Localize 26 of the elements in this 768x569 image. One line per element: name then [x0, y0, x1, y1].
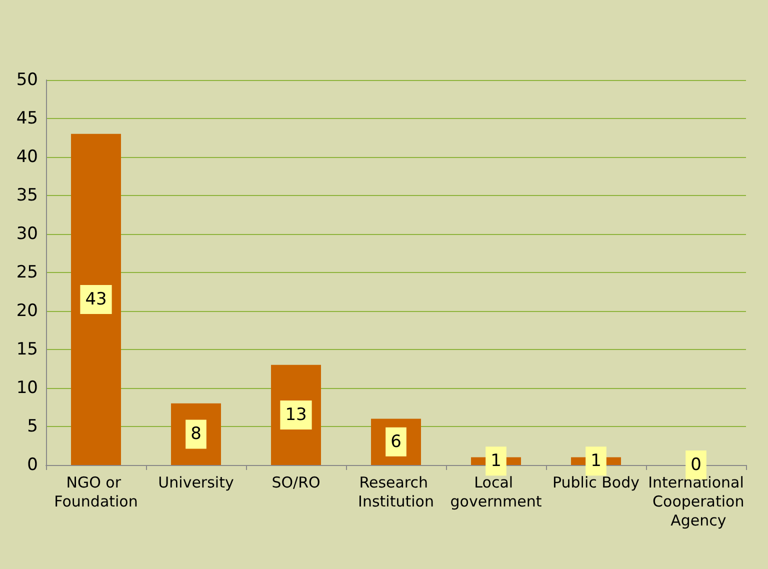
data-label: 1	[490, 451, 502, 472]
x-tick-label: NGO or Foundation	[54, 474, 138, 510]
data-label: 1	[590, 451, 602, 472]
x-tick-label: International Cooperation Agency	[648, 474, 744, 530]
y-tick-label: 30	[16, 224, 38, 244]
y-tick-label: 45	[16, 108, 38, 128]
x-tick-label: Public Body	[552, 474, 640, 492]
y-tick-label: 15	[16, 340, 38, 360]
y-tick-label: 25	[16, 262, 38, 282]
data-label: 8	[190, 424, 202, 444]
y-tick-label: 5	[27, 416, 38, 436]
y-tick-label: 10	[16, 378, 38, 398]
x-tick-label: Local government	[450, 474, 542, 510]
y-tick-label: 35	[16, 186, 38, 206]
x-tick-label: Research Institution	[358, 474, 434, 510]
data-label: 0	[690, 455, 702, 475]
y-tick-label: 40	[16, 147, 38, 167]
x-tick-label: University	[158, 474, 234, 492]
y-tick-label: 50	[16, 70, 38, 90]
bar	[71, 134, 121, 465]
data-label: 6	[390, 432, 402, 452]
y-tick-label: 20	[16, 301, 38, 321]
y-tick-label: 0	[27, 455, 38, 475]
data-label: 43	[85, 289, 107, 310]
data-label: 13	[285, 404, 307, 425]
x-tick-label: SO/RO	[272, 474, 320, 492]
